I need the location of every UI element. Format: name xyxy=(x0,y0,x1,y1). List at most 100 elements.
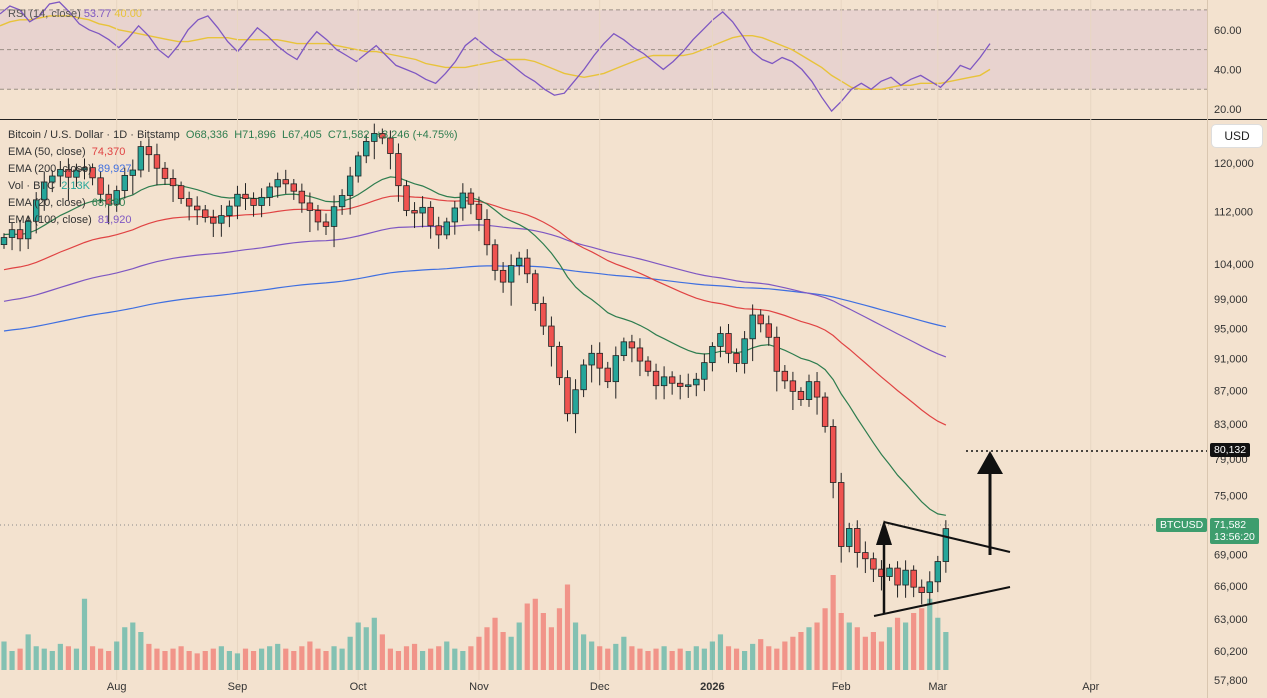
volume-bar xyxy=(331,646,337,670)
volume-bar xyxy=(524,603,530,670)
price-tick-label: 60,200 xyxy=(1214,646,1248,658)
price-axis[interactable]: 120,000 112,000 104,000 99,000 95,000 91,000 8… xyxy=(1214,158,1254,687)
candle-body xyxy=(805,381,813,400)
candle-body xyxy=(411,210,418,214)
volume-bar xyxy=(33,646,39,670)
volume-bar xyxy=(870,632,876,670)
volume-bar xyxy=(9,651,15,670)
candle-body xyxy=(644,360,652,372)
symbol-legend[interactable]: Bitcoin / U.S. Dollar · 1D · Bitstamp O6… xyxy=(8,127,458,144)
candle-body xyxy=(886,567,893,577)
candle-body xyxy=(829,426,837,483)
price-tick-label: 91,000 xyxy=(1214,354,1248,366)
legend-ema20[interactable]: EMA (20, close) 68,330 xyxy=(8,195,125,212)
candle-body xyxy=(701,362,708,380)
price-tick-label: 87,000 xyxy=(1214,386,1248,398)
candle-body xyxy=(387,137,394,154)
ema-20-line xyxy=(3,176,947,516)
candle-body xyxy=(765,323,772,338)
volume-bar xyxy=(927,598,933,670)
volume-bar xyxy=(838,613,844,670)
volume-bar xyxy=(339,648,345,670)
volume-bar xyxy=(500,632,506,670)
vol-value: 2.13K xyxy=(61,180,90,192)
candle-body xyxy=(354,155,362,177)
candle-body xyxy=(516,257,523,266)
volume-bar xyxy=(830,575,836,670)
candle-body xyxy=(49,175,56,183)
candle-body xyxy=(210,217,217,224)
projection-arrow-head-icon xyxy=(977,451,1003,474)
candle-body xyxy=(258,196,265,206)
candle-body xyxy=(693,378,700,386)
legend-ema50[interactable]: EMA (50, close) 74,370 xyxy=(8,144,125,161)
candle-body xyxy=(902,569,909,586)
volume-bar xyxy=(387,648,393,670)
volume-bar xyxy=(371,617,377,670)
candle-body xyxy=(226,205,233,216)
time-axis[interactable]: Aug Sep Oct Nov Dec 2026 Feb Mar Apr xyxy=(107,681,1100,693)
candle-body xyxy=(870,558,877,570)
rsi-ma-legend-value: 40.00 xyxy=(114,8,142,20)
volume-bar xyxy=(572,622,579,670)
volume-bar xyxy=(98,648,104,670)
candle-body xyxy=(89,167,96,179)
volume-bar xyxy=(162,651,168,670)
legend-ema200[interactable]: EMA (200, close) 89,927 xyxy=(8,161,132,178)
candle-body xyxy=(942,528,950,562)
volume-bar xyxy=(57,643,63,670)
volume-bar xyxy=(854,627,860,670)
rsi-legend[interactable]: RSI (14, close) 53.77 40.00 xyxy=(8,8,142,20)
candle-body xyxy=(926,581,933,593)
volume-bar xyxy=(65,646,71,670)
candle-body xyxy=(193,205,201,211)
candle-body xyxy=(741,338,748,364)
volume-bar xyxy=(291,651,297,670)
volume-bar xyxy=(903,622,909,670)
legend-ema100[interactable]: EMA (100, close) 81,920 xyxy=(8,212,132,229)
volume-bar xyxy=(878,641,885,670)
currency-button[interactable]: USD xyxy=(1212,125,1262,147)
volume-bar xyxy=(436,646,442,670)
volume-bar xyxy=(725,646,732,670)
volume-bar xyxy=(806,627,812,670)
volume-bar xyxy=(138,632,144,670)
ohlc-high: H71,896 xyxy=(234,129,276,141)
rsi-ma-line xyxy=(0,15,991,90)
volume-bar xyxy=(89,646,96,670)
candle-body xyxy=(749,314,756,340)
volume-bar xyxy=(790,636,796,670)
volume-bar xyxy=(492,617,498,670)
candle-body xyxy=(169,178,177,187)
candle-body xyxy=(145,146,153,156)
candle-body xyxy=(540,302,547,327)
volume-bar xyxy=(315,648,321,670)
candle-body xyxy=(73,169,80,178)
triangle-lower-trendline[interactable] xyxy=(873,586,1011,617)
volume-bar xyxy=(782,641,788,670)
volume-bar xyxy=(508,636,514,670)
legend-volume[interactable]: Vol · BTC 2.13K xyxy=(8,178,90,195)
volume-bar xyxy=(669,651,675,670)
volume-bar xyxy=(798,632,804,670)
candle-body xyxy=(234,193,241,207)
ema20-label: EMA (20, close) xyxy=(8,197,86,209)
ema100-value: 81,920 xyxy=(97,214,132,226)
candle-body xyxy=(685,384,692,387)
candlesticks xyxy=(0,123,950,605)
volume-bar xyxy=(259,648,265,670)
volume-bar xyxy=(379,634,385,670)
volume-bar xyxy=(701,648,707,670)
candle-body xyxy=(483,218,491,246)
candle-body xyxy=(894,567,901,586)
candle-body xyxy=(934,561,941,583)
candle-body xyxy=(363,141,370,157)
candle-body xyxy=(419,206,426,214)
volume-bar xyxy=(822,608,828,670)
volume-bar xyxy=(919,608,925,670)
candle-body xyxy=(862,552,869,560)
candle-body xyxy=(153,154,161,169)
time-tick-label: Apr xyxy=(1082,681,1099,693)
volume-bar xyxy=(742,651,748,670)
